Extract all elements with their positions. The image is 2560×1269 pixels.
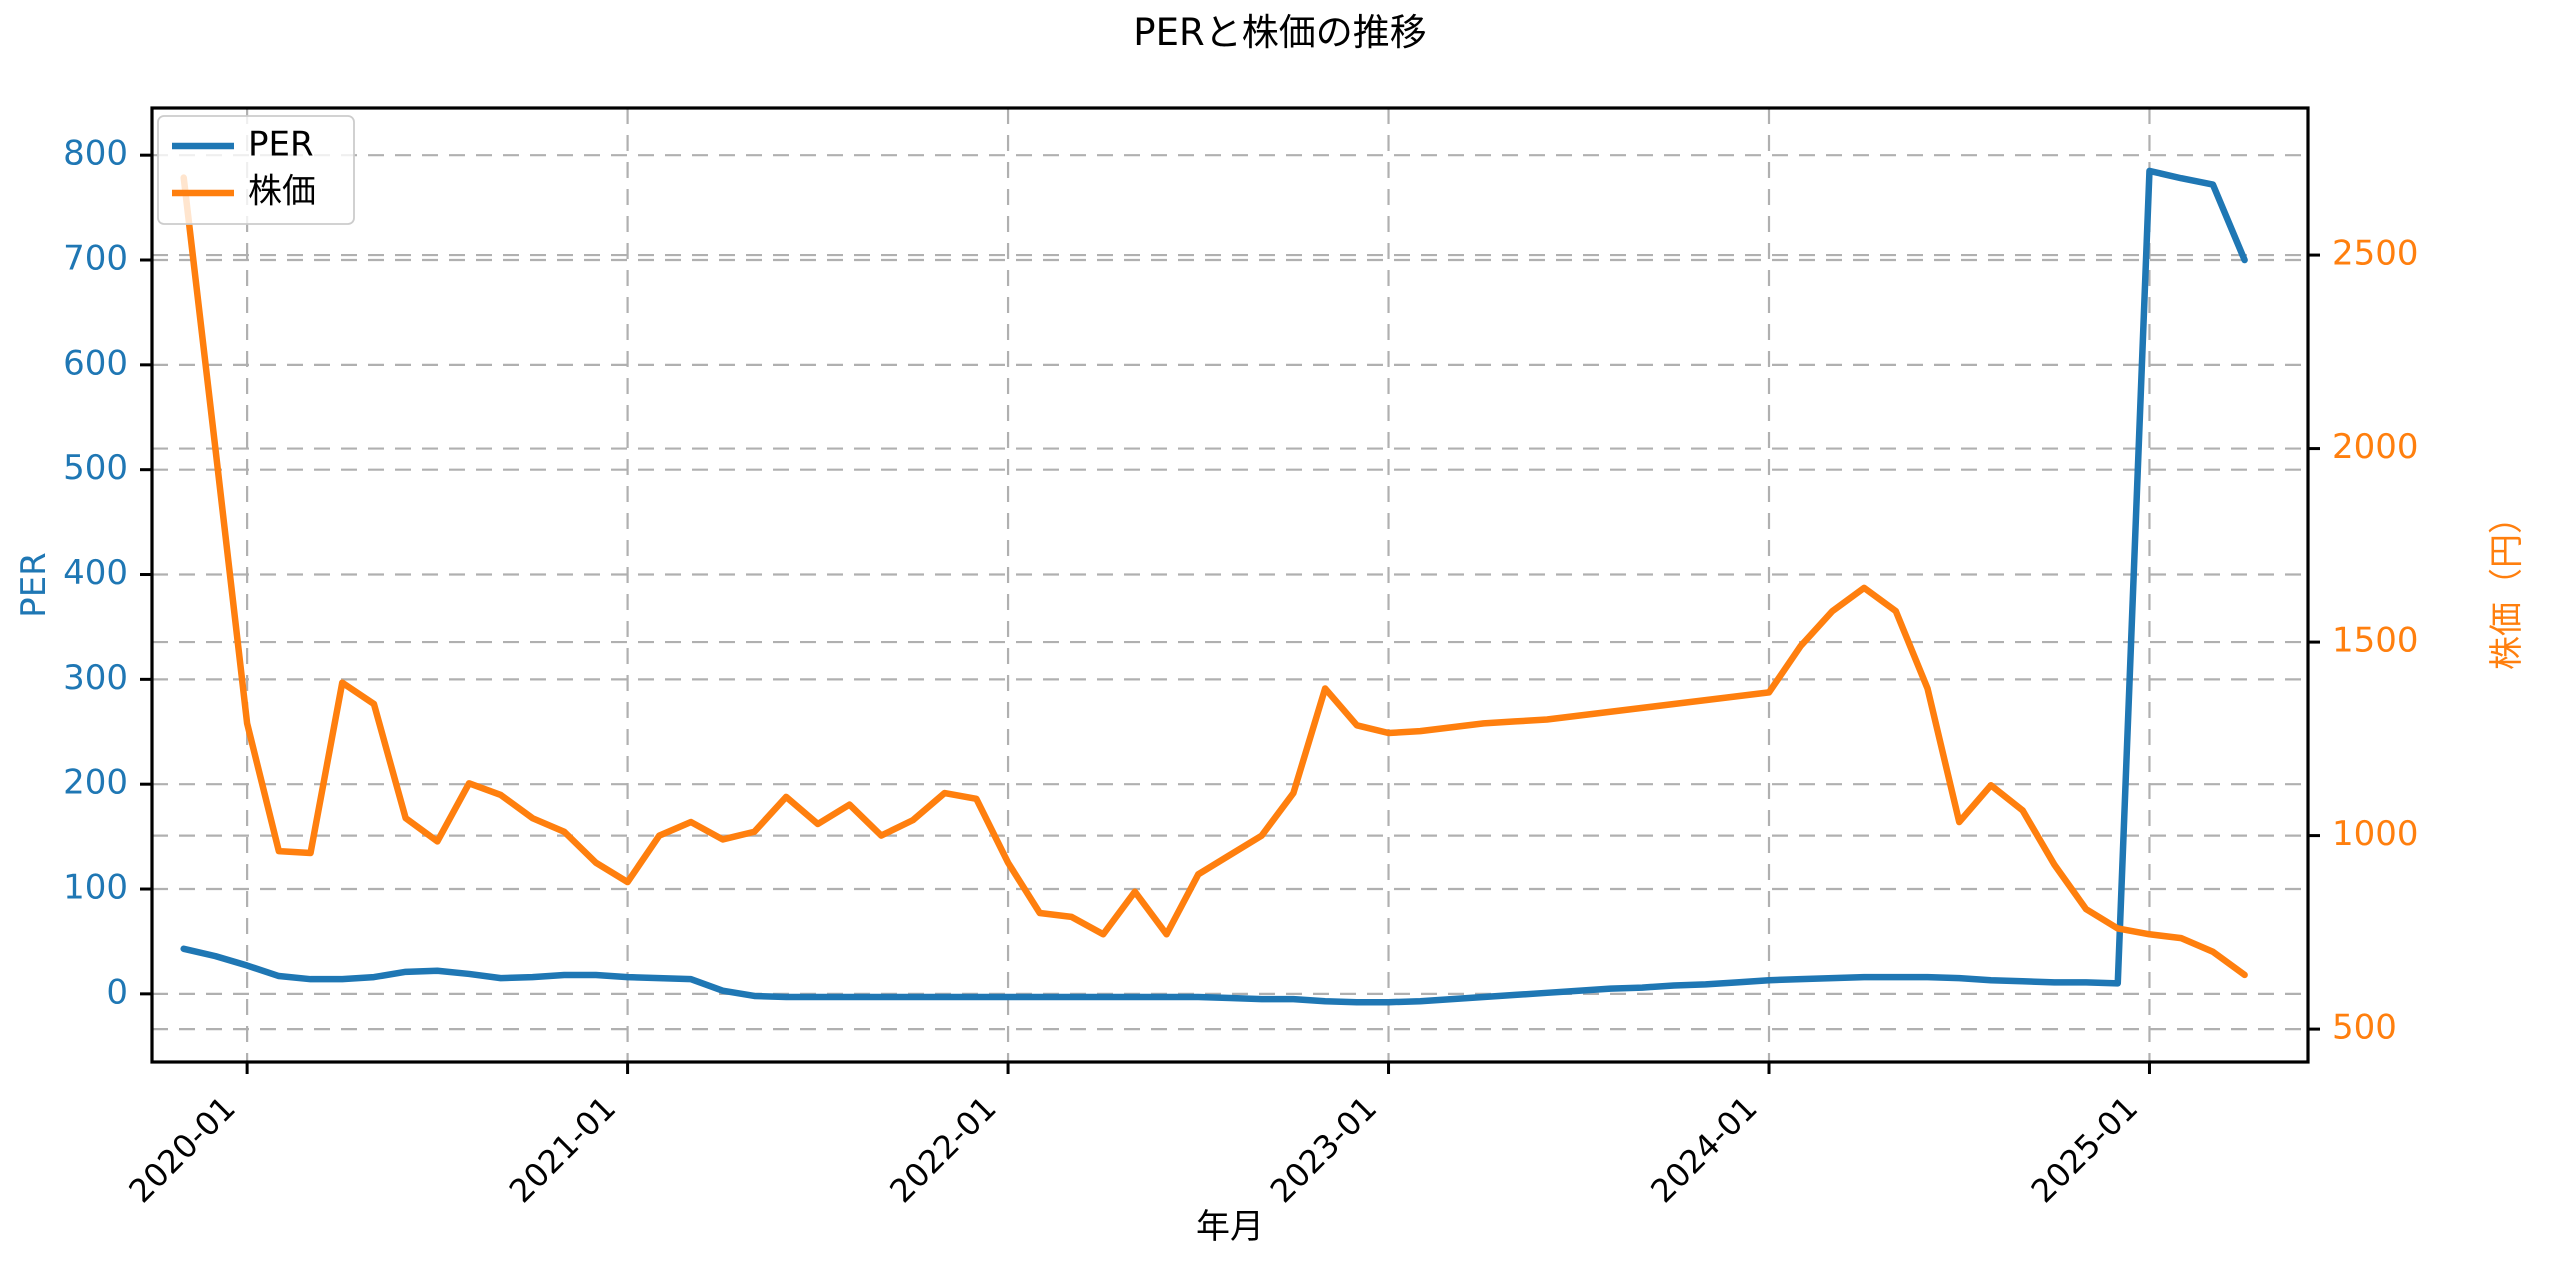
y-tick-label-left: 400 xyxy=(63,553,128,593)
y-tick-label-right: 2000 xyxy=(2332,427,2419,467)
chart-legend[interactable]: PER 株価 xyxy=(157,115,355,225)
y-tick-label-left: 100 xyxy=(63,868,128,908)
series-lines xyxy=(180,167,2248,1006)
y-tick-label-right: 1000 xyxy=(2332,814,2419,854)
legend-label-株価: 株価 xyxy=(248,172,316,212)
y-tick-marks-right xyxy=(2308,253,2320,1031)
y-axis-right-label: 株価（円） xyxy=(2487,500,2527,670)
plot-frame xyxy=(150,106,2310,1064)
chart-title: PERと株価の推移 xyxy=(1133,11,1426,54)
y-tick-label-left: 0 xyxy=(106,972,128,1012)
y-tick-label-left: 500 xyxy=(63,448,128,488)
series-line-price xyxy=(180,174,2248,979)
axis-spines xyxy=(150,106,2310,1064)
y-axis-right-tick-labels: 500 1000 1500 2000 2500 xyxy=(2332,234,2419,1048)
y-tick-marks-left xyxy=(140,153,152,996)
legend-label-PER: PER xyxy=(248,125,314,165)
y-tick-label-left: 800 xyxy=(63,134,128,174)
y-tick-label-left: 600 xyxy=(63,343,128,383)
y-tick-label-left: 200 xyxy=(63,763,128,803)
y-tick-label-left: 700 xyxy=(63,239,128,279)
x-axis-label: 年月 xyxy=(1196,1207,1264,1247)
y-tick-label-left: 300 xyxy=(63,658,128,698)
y-tick-label-right: 1500 xyxy=(2332,621,2419,661)
y-axis-left-label: PER xyxy=(14,552,54,618)
y-tick-label-right: 2500 xyxy=(2332,234,2419,274)
x-tick-marks xyxy=(245,1062,2151,1074)
series-line-per xyxy=(180,167,2248,1006)
gridlines xyxy=(152,108,2308,1062)
y-tick-label-right: 500 xyxy=(2332,1008,2397,1048)
y-axis-left-tick-labels: 0 100 200 300 400 500 600 700 800 xyxy=(63,134,128,1013)
